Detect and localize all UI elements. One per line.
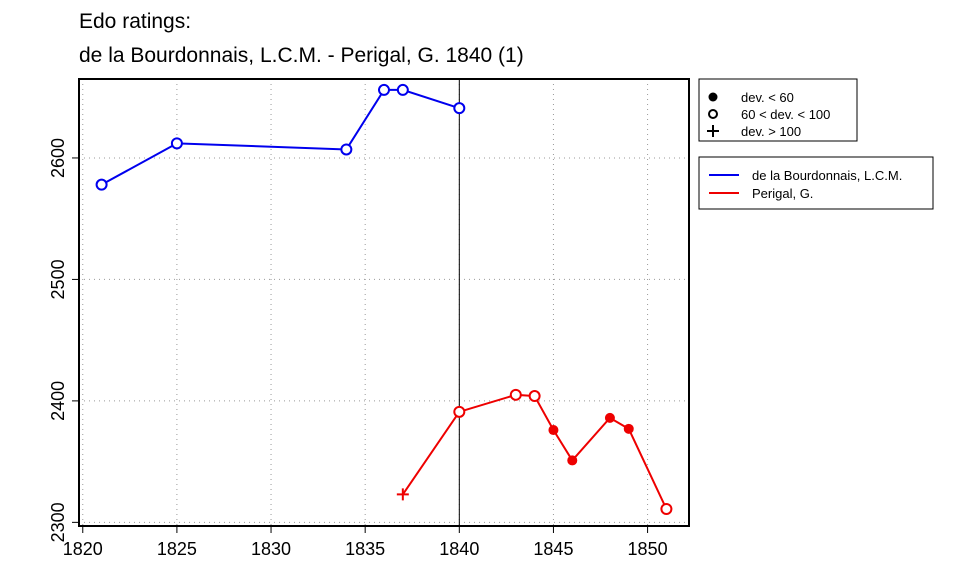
legend-label-open: 60 < dev. < 100	[741, 107, 830, 122]
series-line	[402, 393, 668, 510]
series-1	[396, 388, 673, 515]
y-tick-label: 2300	[48, 502, 68, 542]
legend-series-box	[698, 156, 934, 210]
data-point	[604, 412, 615, 423]
y-tick-label: 2600	[48, 138, 68, 178]
series-layer	[95, 83, 673, 515]
legend-plus-marker	[707, 125, 719, 137]
grid	[79, 79, 689, 526]
legend-filled-marker	[708, 92, 718, 102]
data-point	[528, 390, 541, 403]
series-0	[95, 83, 466, 191]
y-tick-label: 2400	[48, 381, 68, 421]
x-tick-label: 1825	[157, 539, 197, 559]
x-tick-label: 1830	[251, 539, 291, 559]
legend-markers-box	[698, 78, 858, 142]
legend-label-bourdonnais: de la Bourdonnais, L.C.M.	[752, 168, 902, 183]
x-tick-label: 1850	[628, 539, 668, 559]
chart-title-line-2: de la Bourdonnais, L.C.M. - Perigal, G. …	[79, 44, 524, 67]
legend-open-marker	[708, 109, 718, 119]
x-tick-label: 1840	[439, 539, 479, 559]
x-axis: 1820 1825 1830 1835 1840 1845 1850	[63, 526, 668, 559]
data-point	[567, 455, 578, 466]
legend-label-plus: dev. > 100	[741, 124, 801, 139]
legend-series: de la Bourdonnais, L.C.M. Perigal, G.	[698, 156, 934, 210]
data-point	[660, 502, 673, 515]
legend-label-perigal: Perigal, G.	[752, 186, 813, 201]
chart-title-line-1: Edo ratings:	[79, 10, 191, 33]
legend-label-filled: dev. < 60	[741, 90, 794, 105]
data-point	[95, 178, 108, 191]
data-point	[509, 388, 522, 401]
data-point	[170, 137, 183, 150]
data-point	[396, 83, 409, 96]
data-point	[340, 143, 353, 156]
data-point	[453, 102, 466, 115]
y-tick-label: 2500	[48, 259, 68, 299]
y-axis: 2300 2400 2500 2600	[48, 138, 79, 542]
data-point	[453, 405, 466, 418]
series-line	[101, 88, 460, 186]
plot-frame	[78, 78, 690, 527]
x-tick-label: 1845	[533, 539, 573, 559]
x-tick-label: 1835	[345, 539, 385, 559]
legend-markers: dev. < 60 60 < dev. < 100 dev. > 100	[698, 78, 858, 142]
x-tick-label: 1820	[63, 539, 103, 559]
data-point	[623, 423, 634, 434]
data-point	[378, 83, 390, 96]
data-point	[396, 488, 409, 501]
data-point	[548, 425, 559, 436]
